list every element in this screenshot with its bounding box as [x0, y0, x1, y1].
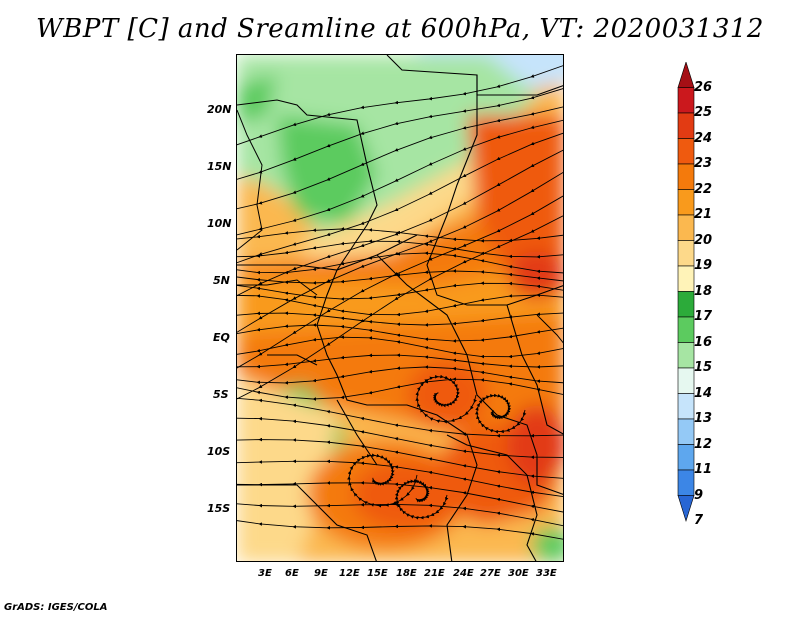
lon-label: 33E — [536, 568, 557, 579]
colorbar-swatch — [677, 444, 695, 471]
colorbar-tick-label: 26 — [694, 79, 713, 95]
colorbar-swatch — [677, 138, 695, 165]
lat-label: 20N — [207, 103, 232, 116]
colorbar-arrow-bottom — [677, 495, 695, 523]
colorbar-tick-label: 14 — [694, 385, 713, 401]
colorbar-swatch — [677, 112, 695, 139]
lon-label: 27E — [480, 568, 501, 579]
colorbar-tick-label: 19 — [694, 258, 713, 273]
streamline — [237, 377, 563, 401]
lat-label: 15N — [207, 160, 232, 173]
country-boundaries — [237, 55, 563, 561]
lon-label: 21E — [424, 568, 445, 579]
colorbar-tick-label: 11 — [694, 462, 713, 477]
map-frame — [236, 54, 564, 562]
streamline — [237, 481, 563, 513]
colorbar-swatch — [677, 291, 695, 318]
colorbar-tick-label: 16 — [694, 334, 713, 350]
colorbar-swatch — [677, 418, 695, 445]
colorbar-tick-label: 18 — [694, 283, 713, 299]
colorbar-swatch — [677, 214, 695, 241]
temperature-field — [237, 55, 563, 561]
colorbar — [677, 62, 695, 523]
colorbar-swatch — [677, 189, 695, 216]
colorbar-swatch — [677, 469, 695, 496]
lat-label: 5S — [213, 388, 229, 401]
colorbar-swatch — [677, 316, 695, 343]
streamline — [237, 520, 563, 540]
footer-credit: GrADS: IGES/COLA — [4, 602, 108, 613]
lat-label: EQ — [213, 331, 230, 344]
lon-label: 18E — [396, 568, 417, 579]
colorbar-tick-label: 20 — [694, 232, 713, 248]
colorbar-tick-label: 22 — [694, 181, 713, 197]
colorbar-tick-label: 13 — [694, 411, 713, 426]
lon-label: 6E — [285, 568, 299, 579]
lat-label: 10S — [207, 445, 231, 458]
coastlines — [237, 109, 563, 344]
colorbar-tick-label: 25 — [694, 105, 713, 120]
colorbar-tick-label: 12 — [694, 436, 713, 452]
colorbar-tick-label: 7 — [694, 513, 704, 528]
map-canvas — [237, 55, 563, 561]
colorbar-swatch — [677, 240, 695, 267]
colorbar-tick-label: 21 — [694, 207, 713, 222]
lon-label: 12E — [339, 568, 360, 579]
lat-label: 10N — [207, 217, 232, 230]
colorbar-swatch — [677, 367, 695, 394]
colorbar-swatch — [677, 265, 695, 292]
colorbar-arrow-top — [677, 62, 695, 88]
lon-label: 15E — [367, 568, 388, 579]
lon-label: 3E — [258, 568, 272, 579]
lat-label: 15S — [207, 502, 231, 515]
colorbar-tick-label: 24 — [694, 130, 713, 146]
lon-label: 30E — [508, 568, 529, 579]
lon-label: 9E — [314, 568, 328, 579]
lon-label: 24E — [453, 568, 474, 579]
colorbar-tick-label: 15 — [694, 360, 713, 375]
colorbar-tick-label: 23 — [694, 156, 713, 171]
chart-title: WBPT [C] and Sreamline at 600hPa, VT: 20… — [36, 14, 764, 44]
streamline — [237, 502, 563, 527]
colorbar-swatch — [677, 342, 695, 369]
colorbar-tick-label: 9 — [694, 487, 704, 503]
colorbar-swatch — [677, 393, 695, 420]
lat-label: 5N — [213, 274, 230, 287]
colorbar-swatch — [677, 163, 695, 190]
colorbar-tick-label: 17 — [694, 309, 713, 324]
colorbar-swatch — [677, 87, 695, 114]
